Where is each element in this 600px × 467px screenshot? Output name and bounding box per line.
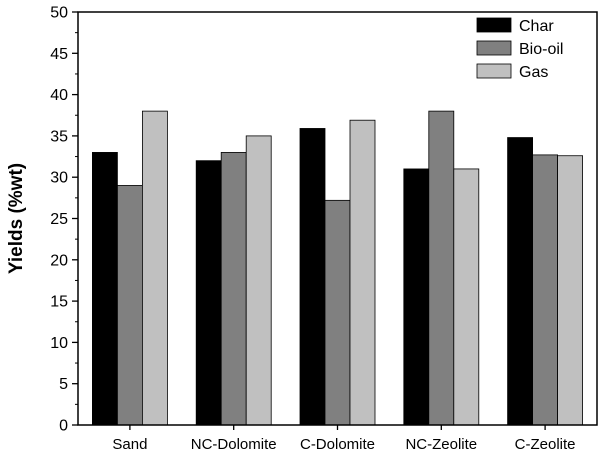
x-category-label: NC-Zeolite [405,436,477,453]
y-tick-label: 5 [59,376,68,393]
legend-label: Gas [519,64,548,81]
y-tick-label: 40 [50,87,68,104]
x-category-label: C-Zeolite [515,436,576,453]
y-axis-title: Yields (%wt) [6,163,27,274]
x-category-label: C-Dolomite [300,436,375,453]
legend: Char Bio-oil Gas [476,17,563,81]
bar-char-c-zeolite [507,137,534,426]
x-category-label: NC-Dolomite [191,436,277,453]
bar-bio-oil-sand [117,185,143,426]
y-tick-label: 20 [50,252,68,269]
y-tick-label: 45 [50,46,68,63]
y-tick-label: 50 [50,5,68,22]
bar-bio-oil-nc-dolomite [220,152,247,426]
bar-gas-sand [141,110,168,426]
bar-bio-oil-c-dolomite [324,199,351,426]
y-tick-label: 10 [50,335,68,352]
y-tick-label: 30 [50,170,68,187]
y-tick-label: 0 [59,418,68,435]
x-axis-category-labels: Sand NC-Dolomite C-Dolomite NC-Zeolite C-Zeo… [112,425,576,453]
bar-char-sand [92,152,118,426]
bar-char-c-dolomite [299,128,326,426]
bar-char-nc-dolomite [195,160,222,426]
y-tick-label: 15 [50,294,68,311]
y-tick-label: 35 [50,128,68,145]
legend-swatch [476,63,512,79]
x-category-label: Sand [112,436,147,453]
bar-gas-nc-dolomite [245,135,272,426]
legend-label: Char [519,18,554,35]
bar-gas-nc-zeolite [453,168,480,426]
y-axis-ticks: 0 5 10 15 20 25 30 35 40 45 50 [50,5,78,435]
bar-bio-oil-c-zeolite [532,154,558,426]
legend-label: Bio-oil [519,41,563,58]
legend-swatch [476,17,512,33]
bars-layer [92,110,583,426]
bar-gas-c-zeolite [557,155,583,426]
bar-bio-oil-nc-zeolite [428,110,455,426]
bar-char-nc-zeolite [403,168,430,426]
bar-gas-c-dolomite [349,119,376,426]
y-tick-label: 25 [50,211,68,228]
legend-swatch [476,40,512,56]
